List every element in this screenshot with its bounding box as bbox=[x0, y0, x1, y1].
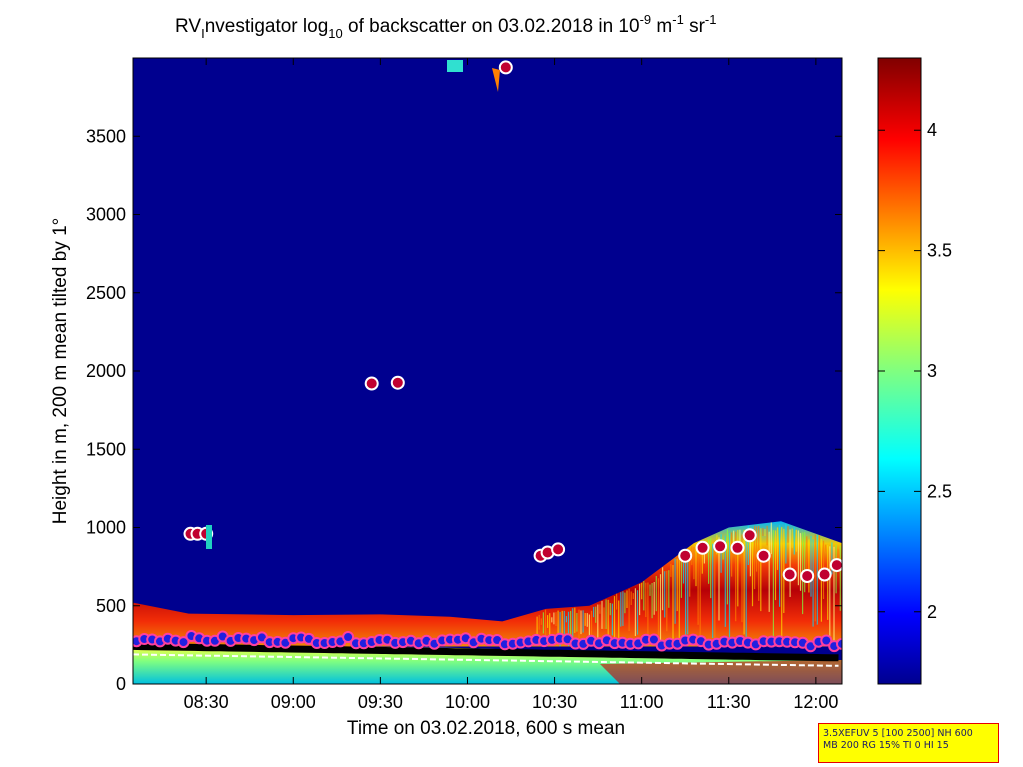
x-tick-label: 11:30 bbox=[707, 692, 751, 712]
y-tick-label: 2500 bbox=[86, 283, 126, 303]
cloud-marker bbox=[730, 540, 745, 555]
y-tick-label: 1000 bbox=[86, 518, 126, 538]
x-tick-label: 10:00 bbox=[445, 692, 490, 712]
cloud-marker bbox=[498, 60, 513, 75]
colorbar-tick-label: 2 bbox=[927, 602, 937, 622]
title-rest: of backscatter on 03.02.2018 in 10 bbox=[343, 16, 640, 37]
settings-stamp: 3.5XEFUV 5 [100 2500] NH 600 MB 200 RG 1… bbox=[818, 723, 999, 763]
x-axis-ticks: 08:30 09:00 09:30 10:00 10:30 11:00 11:30 12:00 bbox=[184, 58, 838, 712]
cloud-marker bbox=[829, 558, 842, 573]
chart-title: RVInvestigator log10 of backscatter on 0… bbox=[175, 12, 716, 41]
colorbar-tick-label: 2.5 bbox=[927, 481, 952, 501]
black-band bbox=[133, 642, 839, 662]
cloud-marker bbox=[695, 540, 710, 555]
y-tick-label: 500 bbox=[96, 596, 126, 616]
high-echo-cyan bbox=[447, 60, 463, 72]
mixing-layer-marker bbox=[177, 636, 190, 649]
y-tick-label: 0 bbox=[116, 674, 126, 694]
title-exp-1: -9 bbox=[640, 12, 652, 27]
y-tick-label: 3500 bbox=[86, 126, 126, 146]
mixing-layer-marker bbox=[647, 633, 660, 646]
cloud-marker bbox=[756, 548, 771, 563]
colorbar-tick-label: 4 bbox=[927, 120, 937, 140]
colorbar-tick-label: 3 bbox=[927, 361, 937, 381]
x-tick-label: 08:30 bbox=[184, 692, 229, 712]
y-tick-label: 3000 bbox=[86, 205, 126, 225]
cloud-marker bbox=[742, 528, 757, 543]
cloud-marker bbox=[800, 569, 815, 583]
title-log-base: 10 bbox=[328, 26, 342, 41]
high-echo-orange bbox=[492, 68, 500, 92]
title-unit-sr: sr bbox=[684, 16, 706, 37]
cloud-marker bbox=[817, 567, 832, 582]
mixing-layer-marker bbox=[342, 631, 355, 643]
cloud-marker bbox=[364, 376, 379, 391]
colorbar-tick-label: 3.5 bbox=[927, 241, 952, 261]
x-tick-label: 09:30 bbox=[358, 692, 403, 712]
white-dash-line bbox=[133, 653, 839, 667]
title-rv: RV bbox=[175, 16, 201, 37]
mixing-layer-marker bbox=[836, 637, 842, 650]
cloud-marker bbox=[782, 567, 797, 582]
stamp-line-2: MB 200 RG 15% TI 0 HI 15 bbox=[823, 740, 949, 751]
echo-830 bbox=[206, 525, 212, 549]
cloud-marker bbox=[390, 375, 405, 390]
cloud-marker bbox=[678, 548, 693, 563]
x-tick-label: 10:30 bbox=[532, 692, 577, 712]
cloud-marker bbox=[713, 539, 728, 554]
y-tick-label: 1500 bbox=[86, 439, 126, 459]
x-tick-label: 09:00 bbox=[271, 692, 316, 712]
cloud-base-markers bbox=[183, 60, 842, 583]
stamp-line-1: 3.5XEFUV 5 [100 2500] NH 600 bbox=[823, 728, 973, 739]
y-tick-label: 2000 bbox=[86, 361, 126, 381]
title-main: nvestigator log bbox=[205, 16, 329, 37]
y-axis-label: Height in m, 200 m mean tilted by 1° bbox=[50, 218, 71, 524]
mixing-layer-markers bbox=[133, 630, 842, 653]
colorbar-ticks: 2 2.5 3 3.5 4 bbox=[878, 120, 952, 622]
mixing-layer-marker bbox=[820, 634, 833, 647]
x-axis-label: Time on 03.02.2018, 600 s mean bbox=[347, 718, 625, 739]
title-unit-m: m bbox=[651, 16, 672, 37]
surface-red-band bbox=[600, 660, 842, 684]
y-axis-ticks: 0 500 1000 1500 2000 2500 3000 3500 bbox=[86, 126, 842, 694]
cloud-marker bbox=[551, 542, 566, 557]
x-tick-label: 11:00 bbox=[620, 692, 664, 712]
title-exp-2: -1 bbox=[672, 12, 684, 27]
title-i-sub: I bbox=[201, 26, 205, 41]
x-tick-label: 12:00 bbox=[793, 692, 838, 712]
title-exp-3: -1 bbox=[705, 12, 717, 27]
